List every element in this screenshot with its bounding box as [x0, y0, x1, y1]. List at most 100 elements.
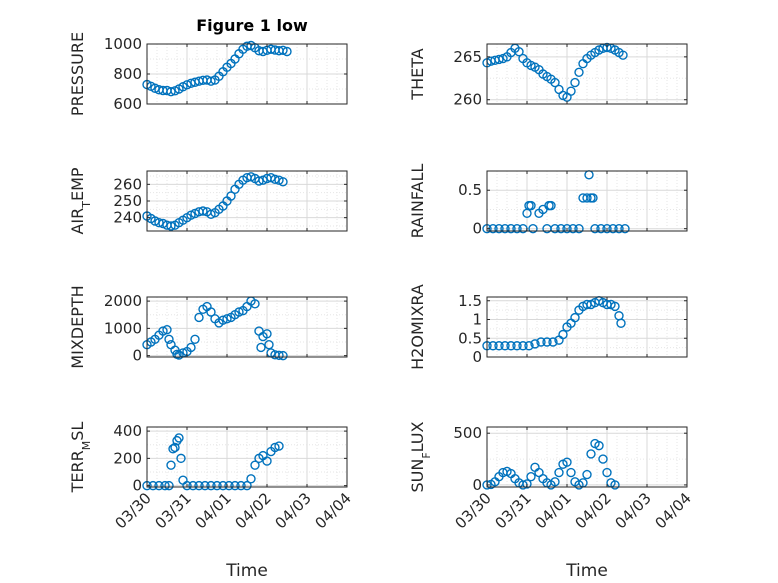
- figure-title: Figure 1 low: [196, 16, 308, 35]
- y-tick-label: 200: [113, 449, 142, 467]
- y-axis-label: PRESSURE: [68, 32, 87, 116]
- data-point: [176, 453, 186, 464]
- data-point: [164, 480, 174, 491]
- axes-frame: [486, 296, 688, 358]
- data-point: [566, 86, 576, 96]
- data-point: [182, 80, 192, 90]
- data-point: [536, 337, 546, 347]
- data-point: [278, 350, 288, 361]
- data-point: [568, 223, 578, 234]
- y-axis-label: SUNFLUX: [408, 421, 433, 492]
- y-tick-label: 260: [453, 91, 482, 109]
- data-point: [254, 176, 264, 186]
- data-point: [524, 341, 534, 351]
- subplot-h2omixra: 00.511.5 H2OMIXRA: [408, 284, 688, 370]
- data-point: [170, 442, 180, 453]
- data-point: [616, 318, 626, 328]
- data-point: [224, 480, 234, 491]
- data-point: [190, 334, 200, 344]
- data-point: [206, 307, 216, 317]
- y-axis-label: TERRMSL: [68, 422, 93, 494]
- y-tick-label: 1.5: [458, 292, 482, 310]
- data-point: [274, 441, 284, 451]
- data-point: [500, 341, 510, 351]
- data-point: [602, 467, 612, 478]
- data-point: [566, 467, 576, 478]
- data-point: [250, 299, 260, 309]
- data-point: [222, 314, 232, 324]
- data-point: [618, 50, 628, 60]
- data-point: [542, 337, 552, 347]
- y-axis-label: AIRTEMP: [68, 167, 93, 234]
- data-point: [218, 315, 228, 325]
- data-point: [512, 341, 522, 351]
- data-point: [590, 223, 600, 234]
- data-point: [164, 334, 174, 344]
- data-point: [278, 177, 288, 187]
- data-point: [246, 474, 256, 484]
- data-point: [550, 223, 560, 234]
- data-point: [620, 223, 630, 234]
- data-point: [262, 456, 272, 466]
- y-tick-label: 1000: [104, 319, 142, 337]
- y-tick-label: 240: [113, 209, 142, 227]
- data-point: [174, 433, 184, 443]
- axes-frame: [486, 170, 688, 232]
- data-point: [602, 42, 612, 53]
- data-point: [594, 440, 604, 451]
- data-point: [546, 200, 556, 211]
- data-point: [570, 312, 580, 323]
- data-point: [200, 480, 210, 491]
- data-point: [242, 480, 252, 491]
- y-axis-label: H2OMIXRA: [408, 284, 427, 370]
- data-point: [550, 77, 560, 88]
- data-point: [274, 350, 284, 361]
- y-tick-label: 2000: [104, 292, 142, 310]
- data-point: [206, 76, 216, 86]
- y-tick-label: 1000: [104, 35, 142, 53]
- data-point: [610, 301, 620, 312]
- data-point: [278, 45, 288, 55]
- data-point: [162, 325, 172, 335]
- data-point: [206, 480, 216, 491]
- x-axis-label: Time: [565, 561, 608, 581]
- data-point: [506, 341, 516, 351]
- data-point: [526, 471, 536, 482]
- data-point: [226, 191, 236, 201]
- data-point: [512, 223, 522, 234]
- data-point: [550, 477, 560, 487]
- data-point: [558, 329, 568, 340]
- data-point: [172, 435, 182, 446]
- data-point: [234, 307, 244, 317]
- data-point: [154, 217, 164, 228]
- y-axis-label: RAINFALL: [408, 164, 427, 239]
- x-axis-label: Time: [225, 561, 268, 581]
- data-point: [230, 480, 240, 491]
- y-tick-label: 500: [453, 424, 482, 442]
- data-point: [582, 193, 592, 203]
- y-tick-label: 0: [132, 347, 142, 365]
- data-point: [602, 223, 612, 234]
- y-tick-label: 250: [113, 192, 142, 210]
- y-tick-label: 0.5: [458, 181, 482, 199]
- data-point: [188, 480, 198, 491]
- data-point: [270, 174, 280, 185]
- axes-frame: [486, 426, 688, 488]
- data-point: [514, 47, 524, 57]
- data-point: [212, 480, 222, 491]
- data-point: [596, 223, 606, 234]
- data-point: [582, 469, 592, 480]
- y-tick-label: 0: [472, 220, 482, 238]
- y-axis-label: MIXDEPTH: [68, 285, 87, 368]
- y-tick-label: 0.5: [458, 329, 482, 347]
- data-point: [488, 341, 498, 351]
- data-point: [500, 223, 510, 234]
- y-tick-label: 400: [113, 422, 142, 440]
- y-tick-label: 0: [132, 477, 142, 495]
- y-tick-label: 265: [453, 48, 482, 66]
- data-point: [570, 77, 580, 88]
- data-point: [168, 444, 178, 454]
- axes-frame: [146, 296, 348, 358]
